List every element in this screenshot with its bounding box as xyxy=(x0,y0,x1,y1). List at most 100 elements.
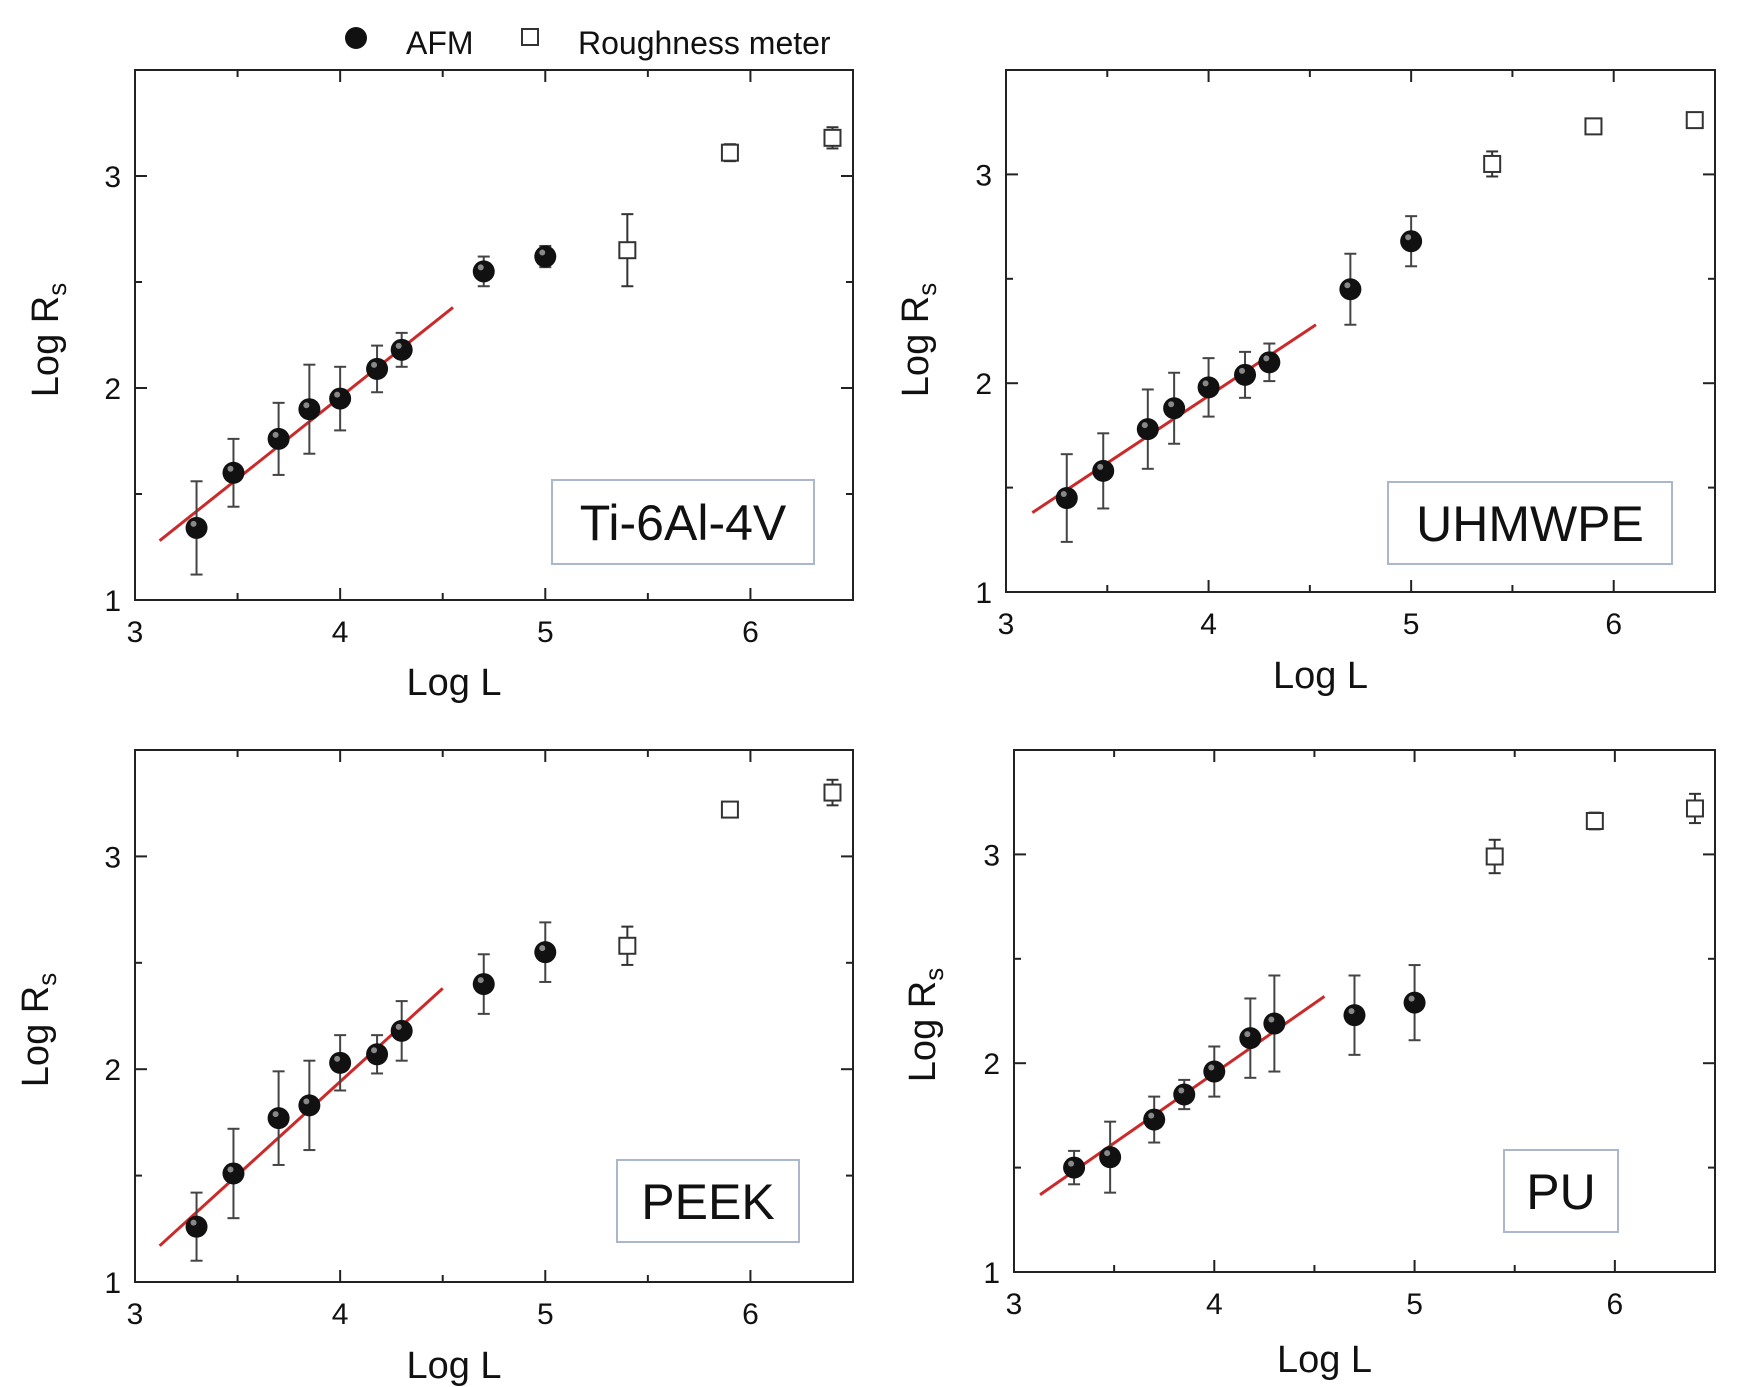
data-point-roughness-meter xyxy=(823,128,842,147)
data-point-highlight xyxy=(539,249,546,256)
chart-panel-2: 3 4 5 6 1 2 3 Log L Log Rs UHMWPE xyxy=(895,69,1716,697)
data-point-roughness-meter xyxy=(1685,111,1704,130)
series-afm xyxy=(1063,964,1426,1194)
data-point-afm xyxy=(185,1215,208,1238)
data-point-highlight xyxy=(1141,422,1148,429)
x-axis-title: Log L xyxy=(1273,655,1368,697)
data-point-afm xyxy=(185,516,208,539)
data-point-highlight xyxy=(303,1098,310,1105)
x-tick-label: 4 xyxy=(1200,608,1217,641)
y-tick-label: 1 xyxy=(975,577,992,610)
x-axis-title: Log L xyxy=(1277,1339,1372,1381)
data-point-afm xyxy=(1258,351,1281,374)
data-point-highlight xyxy=(1097,463,1104,470)
data-point-highlight xyxy=(1405,234,1412,241)
data-point-afm xyxy=(1400,230,1423,253)
data-point-highlight xyxy=(539,945,546,952)
data-point-roughness-meter xyxy=(1584,117,1603,136)
x-tick-label: 6 xyxy=(1605,608,1622,641)
y-axis-title: Log Rs xyxy=(15,973,62,1087)
data-point-highlight xyxy=(1068,1160,1075,1167)
y-axis-title-main: Log R xyxy=(902,981,944,1082)
data-point-afm xyxy=(1263,1012,1286,1035)
data-point-highlight xyxy=(1148,1112,1155,1119)
data-point-roughness-meter xyxy=(1585,811,1604,830)
x-tick-label: 5 xyxy=(537,616,554,649)
data-point-highlight xyxy=(395,342,402,349)
data-point-highlight xyxy=(1202,380,1209,387)
data-point-afm xyxy=(534,941,557,964)
series-roughness-meter xyxy=(618,126,842,288)
data-point-afm xyxy=(1092,459,1115,482)
y-axis-title-main: Log R xyxy=(895,296,937,397)
x-axis-title: Log L xyxy=(406,1345,501,1387)
data-point-afm xyxy=(1063,1156,1086,1179)
legend: AFM Roughness meter xyxy=(345,25,831,61)
series-afm xyxy=(1055,215,1423,543)
data-point-afm xyxy=(1173,1083,1196,1106)
data-point-afm xyxy=(1239,1027,1262,1050)
data-point-afm xyxy=(390,1019,413,1042)
y-axis-title-subscript: s xyxy=(912,283,942,296)
data-point-highlight xyxy=(1239,367,1246,374)
data-point-highlight xyxy=(1263,355,1270,362)
series-afm xyxy=(185,921,557,1262)
data-point-highlight xyxy=(334,391,341,398)
x-tick-label: 5 xyxy=(1406,1288,1423,1321)
x-tick-label: 3 xyxy=(1006,1288,1023,1321)
data-point-highlight xyxy=(272,431,279,438)
data-point-roughness-meter xyxy=(1685,799,1704,818)
data-point-highlight xyxy=(395,1023,402,1030)
y-axis-title-subscript: s xyxy=(32,973,62,986)
data-point-highlight xyxy=(1408,995,1415,1002)
data-point-highlight xyxy=(1104,1150,1111,1157)
data-point-afm xyxy=(1136,418,1159,441)
chart-panel-1: 3 4 5 6 1 2 3 Log L Log Rs Ti-6Al-4V xyxy=(25,69,854,704)
data-point-highlight xyxy=(1208,1064,1215,1071)
data-point-afm xyxy=(222,1162,245,1185)
legend-afm-marker xyxy=(345,27,367,49)
chart-panel-3: 3 4 5 6 1 2 3 Log L Log Rs PEEK xyxy=(15,749,854,1387)
y-tick-label: 1 xyxy=(104,585,121,618)
data-point-afm xyxy=(1403,991,1426,1014)
data-point-roughness-meter xyxy=(618,936,637,955)
data-point-afm xyxy=(366,357,389,380)
x-tick-label: 6 xyxy=(742,1298,759,1331)
data-point-roughness-meter xyxy=(1483,154,1502,173)
panel-label-box xyxy=(1387,481,1673,565)
y-tick-label: 2 xyxy=(104,373,121,406)
data-point-highlight xyxy=(1178,1087,1185,1094)
panel-label-box xyxy=(616,1159,800,1243)
data-point-afm xyxy=(267,427,290,450)
data-point-highlight xyxy=(190,520,197,527)
data-point-afm xyxy=(298,398,321,421)
data-point-highlight xyxy=(303,402,310,409)
data-point-afm xyxy=(1343,1004,1366,1027)
chart-panel-4: 3 4 5 6 1 2 3 Log L Log Rs PU xyxy=(902,749,1716,1381)
data-point-afm xyxy=(329,387,352,410)
data-point-afm xyxy=(1234,363,1257,386)
legend-meter-marker xyxy=(521,28,539,46)
data-point-afm xyxy=(472,260,495,283)
plot-frame xyxy=(1013,749,1716,1273)
y-axis-title-subscript: s xyxy=(42,283,72,296)
x-tick-label: 4 xyxy=(332,1298,349,1331)
panel-label: Ti-6Al-4V xyxy=(580,495,787,551)
data-point-highlight xyxy=(371,1047,378,1054)
data-point-afm xyxy=(472,973,495,996)
x-tick-label: 3 xyxy=(127,1298,144,1331)
data-point-afm xyxy=(366,1043,389,1066)
data-point-roughness-meter xyxy=(720,143,739,162)
data-point-afm xyxy=(1055,487,1078,510)
series-roughness-meter xyxy=(1483,111,1704,178)
data-point-afm xyxy=(1163,397,1186,420)
data-point-roughness-meter xyxy=(618,241,637,260)
data-point-afm xyxy=(1143,1108,1166,1131)
data-point-highlight xyxy=(334,1055,341,1062)
y-tick-label: 3 xyxy=(104,841,121,874)
data-point-afm xyxy=(1197,376,1220,399)
data-point-roughness-meter xyxy=(720,800,739,819)
y-tick-label: 3 xyxy=(975,159,992,192)
y-tick-label: 2 xyxy=(104,1054,121,1087)
y-tick-label: 2 xyxy=(983,1048,1000,1081)
